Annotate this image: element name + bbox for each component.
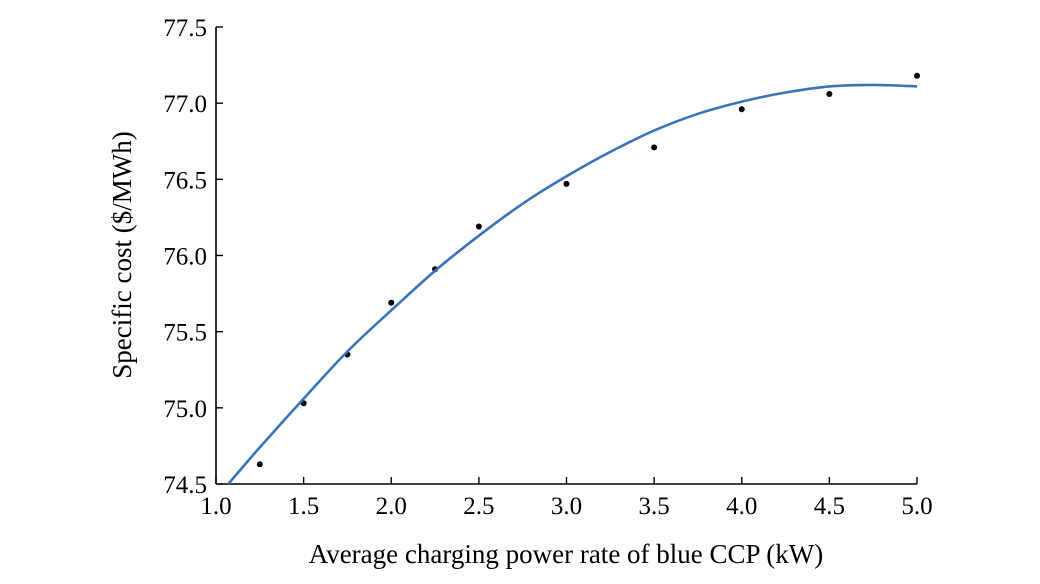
y-tick-label: 74.5	[163, 472, 207, 499]
y-tick-label: 75.0	[163, 396, 207, 423]
x-tick-label: 2.0	[376, 493, 407, 520]
y-axis-title: Specific cost ($/MWh)	[107, 131, 137, 378]
x-tick-label: 1.0	[200, 493, 231, 520]
axes	[215, 27, 917, 485]
data-point	[475, 223, 482, 230]
data-point	[256, 461, 263, 468]
x-tick-label: 5.0	[901, 493, 932, 520]
y-tick-label: 75.5	[163, 320, 207, 347]
y-tick-label: 77.5	[163, 15, 207, 42]
x-tick-label: 2.5	[463, 493, 494, 520]
y-tick-label: 76.0	[163, 244, 207, 271]
x-axis-title: Average charging power rate of blue CCP …	[309, 539, 824, 569]
data-point	[826, 91, 833, 98]
y-tick-label: 76.5	[163, 167, 207, 194]
x-tick-label: 4.5	[814, 493, 845, 520]
series-layer	[227, 72, 920, 485]
data-point	[738, 106, 745, 113]
x-tick-label: 4.0	[726, 493, 757, 520]
x-axis-ticks: 1.0 1.5 2.0 2.5 3.0 3.5 4.0 4.5 5.0	[200, 477, 933, 520]
data-point	[651, 144, 658, 151]
fit-curve-line	[227, 83, 918, 485]
data-point	[914, 72, 920, 79]
x-tick-label: 3.0	[551, 493, 582, 520]
data-point	[388, 299, 395, 306]
y-tick-label: 77.0	[163, 91, 207, 118]
x-tick-label: 3.5	[639, 493, 670, 520]
data-point	[563, 180, 570, 187]
x-tick-label: 1.5	[288, 493, 319, 520]
y-axis-ticks: 74.5 75.0 75.5 76.0 76.5 77.0 77.5	[163, 15, 223, 499]
